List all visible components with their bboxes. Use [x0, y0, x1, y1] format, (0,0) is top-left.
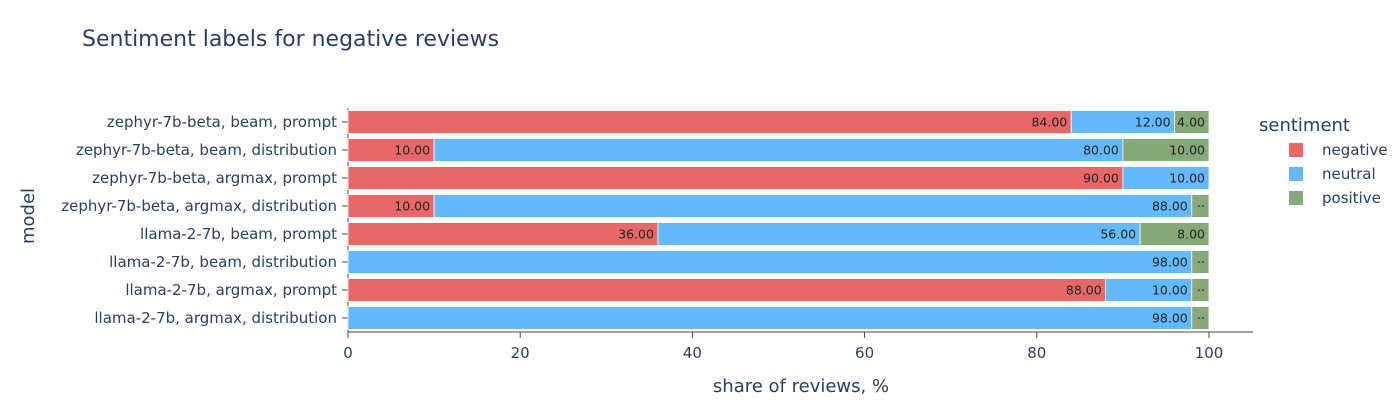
y-tick-label: llama-2-7b, beam, distribution	[109, 253, 337, 271]
bar-value-label: 10.00	[1169, 143, 1205, 158]
legend: sentiment negative neutral positive	[1259, 115, 1388, 207]
x-tick-label: 40	[683, 344, 702, 362]
bar-positive	[1139, 222, 1210, 246]
y-tick-label: llama-2-7b, argmax, distribution	[94, 309, 337, 327]
legend-label-negative: negative	[1322, 141, 1388, 159]
bar-negative	[347, 278, 1107, 302]
bar-neutral	[433, 194, 1193, 218]
bar-value-label: 90.00	[1083, 171, 1119, 186]
bar-neutral	[433, 138, 1124, 162]
y-tick-label: zephyr-7b-beta, argmax, prompt	[92, 169, 337, 187]
bar-positive	[1191, 194, 1210, 218]
legend-label-neutral: neutral	[1322, 165, 1376, 183]
x-tick-label: 20	[511, 344, 530, 362]
legend-swatch-positive	[1289, 191, 1303, 205]
bar-positive	[1191, 250, 1210, 274]
bar-value-label: 98.00	[1152, 255, 1188, 270]
bar-value-label: 80.00	[1083, 143, 1119, 158]
x-tick-label: 60	[855, 344, 874, 362]
x-tick-label: 80	[1027, 344, 1046, 362]
legend-label-positive: positive	[1322, 189, 1381, 207]
x-axis-title: share of reviews, %	[713, 376, 889, 397]
bar-positive	[1191, 306, 1210, 330]
bar-value-label: 8.00	[1177, 227, 1205, 242]
bar-positive	[1122, 138, 1210, 162]
bar-value-label: ··	[1197, 283, 1205, 298]
x-tick-label: 0	[343, 344, 353, 362]
bar-value-label: 10.00	[1169, 171, 1205, 186]
bar-value-label: 10.00	[394, 199, 430, 214]
bar-value-label: 88.00	[1066, 283, 1102, 298]
bar-value-label: ··	[1197, 255, 1205, 270]
bar-positive	[1174, 110, 1210, 134]
bar-value-label: ··	[1197, 199, 1205, 214]
y-tick-label: llama-2-7b, beam, prompt	[140, 225, 337, 243]
bar-value-label: ··	[1197, 311, 1205, 326]
bar-negative	[347, 166, 1124, 190]
legend-swatch-negative	[1289, 143, 1303, 157]
bar-positive	[1191, 278, 1210, 302]
bar-neutral	[347, 306, 1193, 330]
bar-neutral	[347, 250, 1193, 274]
y-tick-label: llama-2-7b, argmax, prompt	[125, 281, 337, 299]
chart-title: Sentiment labels for negative reviews	[82, 27, 499, 52]
bar-neutral	[1122, 166, 1210, 190]
bar-value-label: 36.00	[618, 227, 654, 242]
bar-neutral	[657, 222, 1141, 246]
legend-title: sentiment	[1259, 115, 1350, 136]
bar-negative	[347, 110, 1072, 134]
y-axis-title: model	[18, 188, 39, 244]
plot-area: 0 20 40 60 80 100 zephyr-7b-beta, beam, prompt…	[61, 108, 1253, 362]
y-tick-label: zephyr-7b-beta, beam, prompt	[107, 113, 337, 131]
bar-value-label: 10.00	[394, 143, 430, 158]
bar-value-label: 10.00	[1152, 283, 1188, 298]
bar-value-label: 88.00	[1152, 199, 1188, 214]
bar-negative	[347, 222, 659, 246]
bar-value-label: 12.00	[1135, 115, 1171, 130]
bar-value-label: 84.00	[1031, 115, 1067, 130]
bar-value-label: 56.00	[1100, 227, 1136, 242]
y-tick-label: zephyr-7b-beta, argmax, distribution	[61, 197, 337, 215]
legend-swatch-neutral	[1289, 167, 1303, 181]
y-tick-label: zephyr-7b-beta, beam, distribution	[76, 141, 337, 159]
x-tick-label: 100	[1195, 344, 1224, 362]
bar-value-label: 98.00	[1152, 311, 1188, 326]
bar-value-label: 4.00	[1177, 115, 1205, 130]
